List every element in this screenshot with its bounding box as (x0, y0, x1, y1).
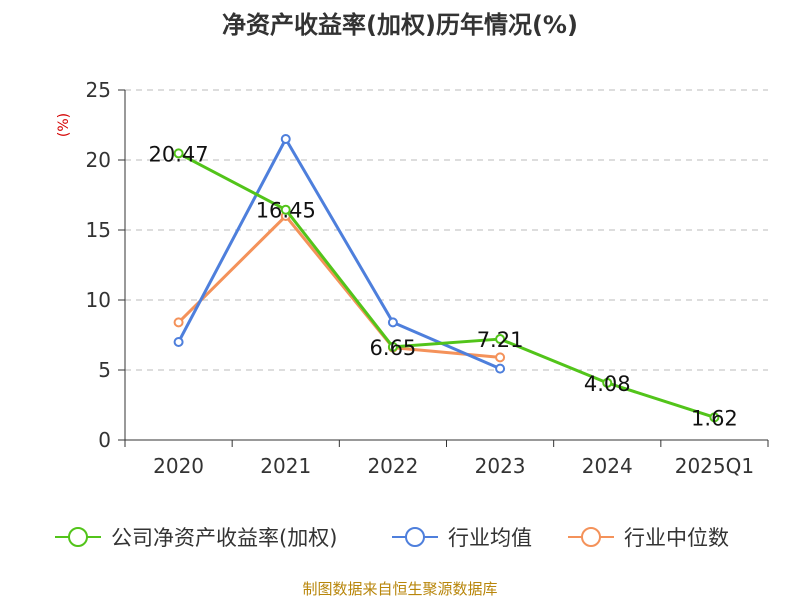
data-point (495, 352, 506, 363)
data-point (173, 337, 184, 347)
x-tick-label: 2022 (367, 454, 418, 478)
data-label: 16.45 (256, 199, 316, 223)
data-label: 1.62 (691, 406, 738, 430)
x-tick-label: 2020 (153, 454, 204, 478)
y-tick-label: 10 (86, 288, 111, 312)
x-tick-label: 2024 (582, 454, 633, 478)
series-layer (173, 134, 720, 423)
legend-label: 公司净资产收益率(加权) (111, 526, 337, 550)
data-point (280, 134, 291, 144)
data-point (173, 148, 184, 159)
data-point (280, 204, 291, 215)
legend-marker (405, 527, 425, 547)
y-tick-label: 25 (86, 78, 111, 102)
legend: 公司净资产收益率(加权) 行业均值 行业中位数 (55, 526, 729, 550)
series-line (177, 137, 501, 370)
data-label: 20.47 (149, 142, 209, 166)
legend-marker (68, 527, 88, 547)
series-line (177, 214, 501, 359)
y-axis-unit: (%) (56, 113, 72, 137)
series-line (177, 152, 715, 419)
y-tick-label: 15 (86, 218, 111, 242)
data-point (495, 334, 506, 345)
source-note: 制图数据来自恒生聚源数据库 (302, 580, 497, 598)
x-tick-label: 2025Q1 (675, 454, 754, 478)
data-point (709, 412, 720, 423)
y-tick-label: 0 (98, 428, 111, 452)
data-point (387, 317, 398, 328)
data-labels: 20.47 16.45 6.65 7.21 4.08 1.62 (149, 142, 738, 430)
legend-label: 行业均值 (448, 526, 532, 550)
data-point (495, 363, 506, 374)
grid-lines (125, 89, 768, 371)
axes: 0 5 10 15 20 25 2020 2021 2022 2023 2024 2025Q1 (86, 78, 769, 478)
y-tick-label: 20 (86, 148, 111, 172)
x-tick-label: 2023 (475, 454, 526, 478)
data-point (387, 341, 398, 352)
y-tick-label: 5 (98, 358, 111, 382)
legend-marker (581, 527, 601, 547)
legend-label: 行业中位数 (624, 526, 729, 550)
x-tick-label: 2021 (260, 454, 311, 478)
data-point (602, 377, 613, 388)
data-label: 4.08 (584, 372, 631, 396)
data-label: 7.21 (477, 328, 524, 352)
chart-title: 净资产收益率(加权)历年情况(%) (222, 11, 578, 39)
data-label: 6.65 (370, 336, 417, 360)
data-point (173, 317, 184, 328)
